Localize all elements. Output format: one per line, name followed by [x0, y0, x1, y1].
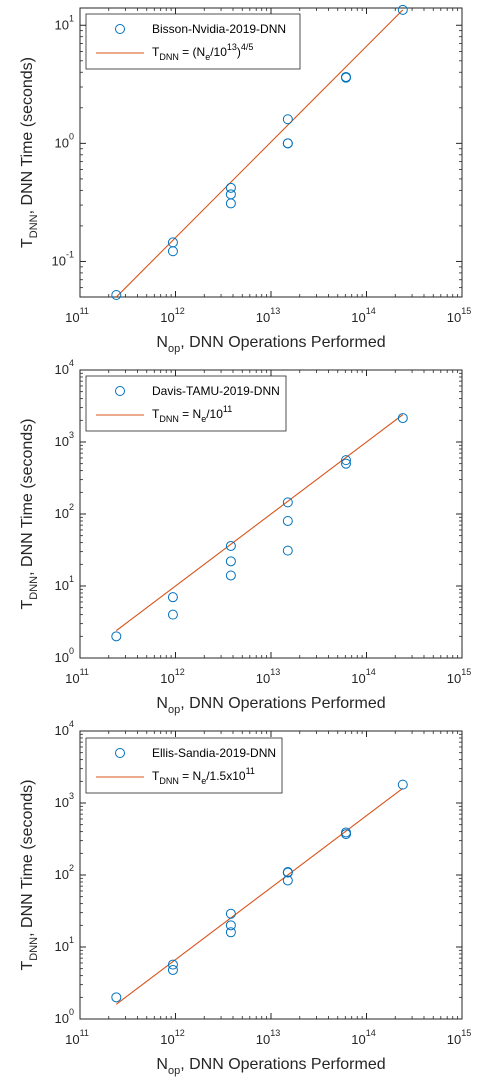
data-point	[340, 458, 351, 469]
legend-marker	[115, 24, 125, 34]
data-point	[397, 413, 408, 424]
data-point	[282, 875, 293, 886]
y-tick-label: 104	[55, 358, 74, 377]
legend-label-series: Bisson-Nvidia-2019-DNN	[152, 22, 286, 36]
data-point	[397, 779, 408, 790]
x-axis-label: Nop, DNN Operations Performed	[156, 1056, 385, 1077]
legend-marker	[115, 386, 125, 396]
x-axis-label: Nop, DNN Operations Performed	[156, 334, 385, 355]
data-point	[282, 138, 293, 149]
fit-line	[115, 787, 404, 1005]
data-point	[111, 631, 122, 642]
x-tick-label: 1014	[351, 306, 375, 325]
x-tick-label: 1011	[65, 667, 89, 686]
x-tick-label: 1014	[351, 667, 375, 686]
data-point	[340, 829, 351, 840]
legend-label-series: Ellis-Sandia-2019-DNN	[152, 746, 276, 760]
data-point	[225, 570, 236, 581]
data-point	[225, 556, 236, 567]
legend-box	[85, 737, 283, 794]
legend-label-fit: TDNN = (Ne/1013)4/5	[152, 42, 253, 62]
data-point	[225, 198, 236, 209]
data-point	[282, 867, 293, 878]
fit-line	[115, 414, 404, 632]
data-point	[167, 246, 178, 257]
data-point	[340, 455, 351, 466]
data-point	[167, 592, 178, 603]
x-tick-label: 1012	[160, 306, 184, 325]
x-tick-label: 1013	[256, 667, 280, 686]
data-point	[225, 927, 236, 938]
legend-label-series: Davis-TAMU-2019-DNN	[152, 384, 280, 398]
y-tick-label: 101	[55, 935, 74, 954]
x-tick-label: 1013	[256, 1028, 280, 1047]
x-tick-label: 1015	[447, 1028, 471, 1047]
data-point	[225, 182, 236, 193]
y-tick-label: 100	[55, 1007, 74, 1026]
data-point	[111, 992, 122, 1003]
chart-panel-2: 1011 1012 1013 1014 1015 100 101 102 103 104 Nop, …	[19, 358, 471, 716]
data-point	[167, 959, 178, 970]
x-axis-label: Nop, DNN Operations Performed	[156, 695, 385, 716]
x-tick-label: 1015	[447, 667, 471, 686]
x-tick-label: 1012	[160, 667, 184, 686]
y-tick-label: 103	[55, 791, 74, 810]
data-point	[282, 545, 293, 556]
y-tick-label: 102	[55, 863, 74, 882]
y-tick-label: 103	[55, 430, 74, 449]
legend-marker	[115, 748, 125, 758]
data-point	[282, 114, 293, 125]
x-tick-label: 1011	[65, 1028, 89, 1047]
y-axis-label: TDNN, DNN Time (seconds)	[19, 419, 40, 610]
data-point	[225, 920, 236, 931]
data-point	[225, 540, 236, 551]
y-tick-label: 104	[55, 719, 74, 738]
legend-box	[85, 13, 301, 70]
x-tick-label: 1011	[65, 306, 89, 325]
data-point	[282, 497, 293, 508]
y-axis-label: TDNN, DNN Time (seconds)	[19, 57, 40, 248]
data-point	[167, 964, 178, 975]
y-tick-label: 10-1	[52, 249, 74, 268]
chart-panel-3: 1011 1012 1013 1014 1015 100 101 102 103 104 Nop, …	[19, 719, 471, 1077]
data-point	[340, 71, 351, 82]
x-tick-label: 1012	[160, 1028, 184, 1047]
data-point	[167, 609, 178, 620]
x-tick-label: 1013	[256, 306, 280, 325]
x-tick-label: 1015	[447, 306, 471, 325]
y-tick-label: 100	[55, 131, 74, 150]
x-tick-label: 1014	[351, 1028, 375, 1047]
legend-label-fit: TDNN = Ne/1011	[152, 404, 232, 424]
data-point	[397, 4, 408, 15]
data-point	[282, 515, 293, 526]
legend-box	[85, 375, 287, 432]
fit-line	[115, 9, 404, 298]
y-tick-label: 100	[55, 646, 74, 665]
y-tick-label: 102	[55, 502, 74, 521]
y-tick-label: 101	[55, 13, 74, 32]
data-point	[111, 289, 122, 300]
y-axis-label: TDNN, DNN Time (seconds)	[19, 780, 40, 971]
data-point	[225, 908, 236, 919]
chart-panel-1: 1011 1012 1013 1014 1015 10-1 100 101 Nop, DNN O…	[19, 4, 471, 355]
legend-label-fit: TDNN = Ne/1.5x1011	[152, 766, 255, 786]
y-tick-label: 101	[55, 574, 74, 593]
